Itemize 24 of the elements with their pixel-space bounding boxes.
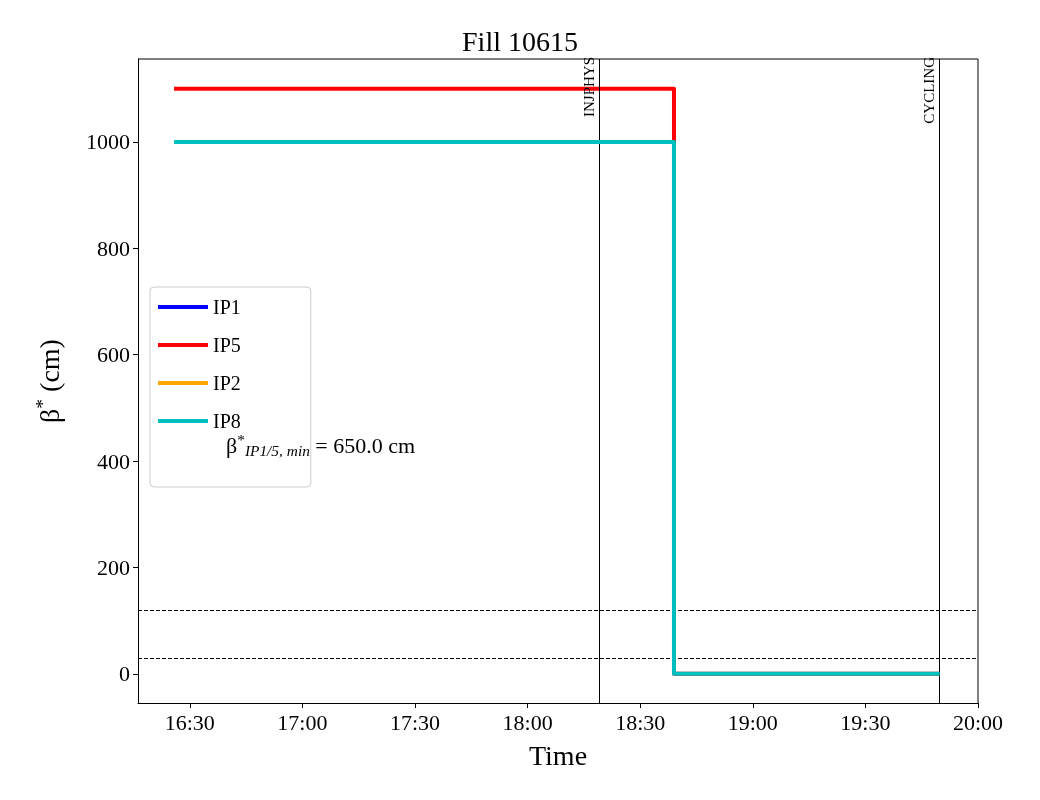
legend-label: IP2: [213, 372, 241, 394]
x-tick-label: 17:00: [277, 709, 328, 735]
x-tick-label: 19:00: [727, 709, 778, 735]
y-tick-label: 800: [97, 235, 130, 261]
x-axis-title: Time: [528, 739, 588, 771]
y-tick-label: 600: [97, 342, 130, 368]
y-tick-label: 200: [97, 554, 130, 580]
chart-title: Fill 10615: [462, 25, 578, 57]
y-tick-label: 400: [97, 448, 130, 474]
x-tick-label: 16:30: [164, 709, 215, 735]
y-axis-title: β* (cm): [31, 339, 65, 423]
legend-label: IP1: [213, 296, 241, 318]
x-tick-label: 19:30: [840, 709, 891, 735]
legend-label: IP8: [213, 410, 241, 432]
x-tick-label: 18:30: [615, 709, 666, 735]
x-tick-label: 20:00: [952, 709, 1004, 735]
annotation: β*IP1/5, min = 650.0 cm: [226, 431, 416, 459]
ref-line-label: CYCLING: [921, 56, 938, 124]
ref-line-label: INJPHYS: [581, 57, 598, 118]
x-tick-label: 17:30: [389, 709, 441, 735]
legend-label: IP5: [213, 334, 241, 356]
y-tick-label: 0: [119, 661, 130, 687]
y-tick-label: 1000: [86, 129, 130, 155]
x-tick-label: 18:00: [502, 709, 553, 735]
